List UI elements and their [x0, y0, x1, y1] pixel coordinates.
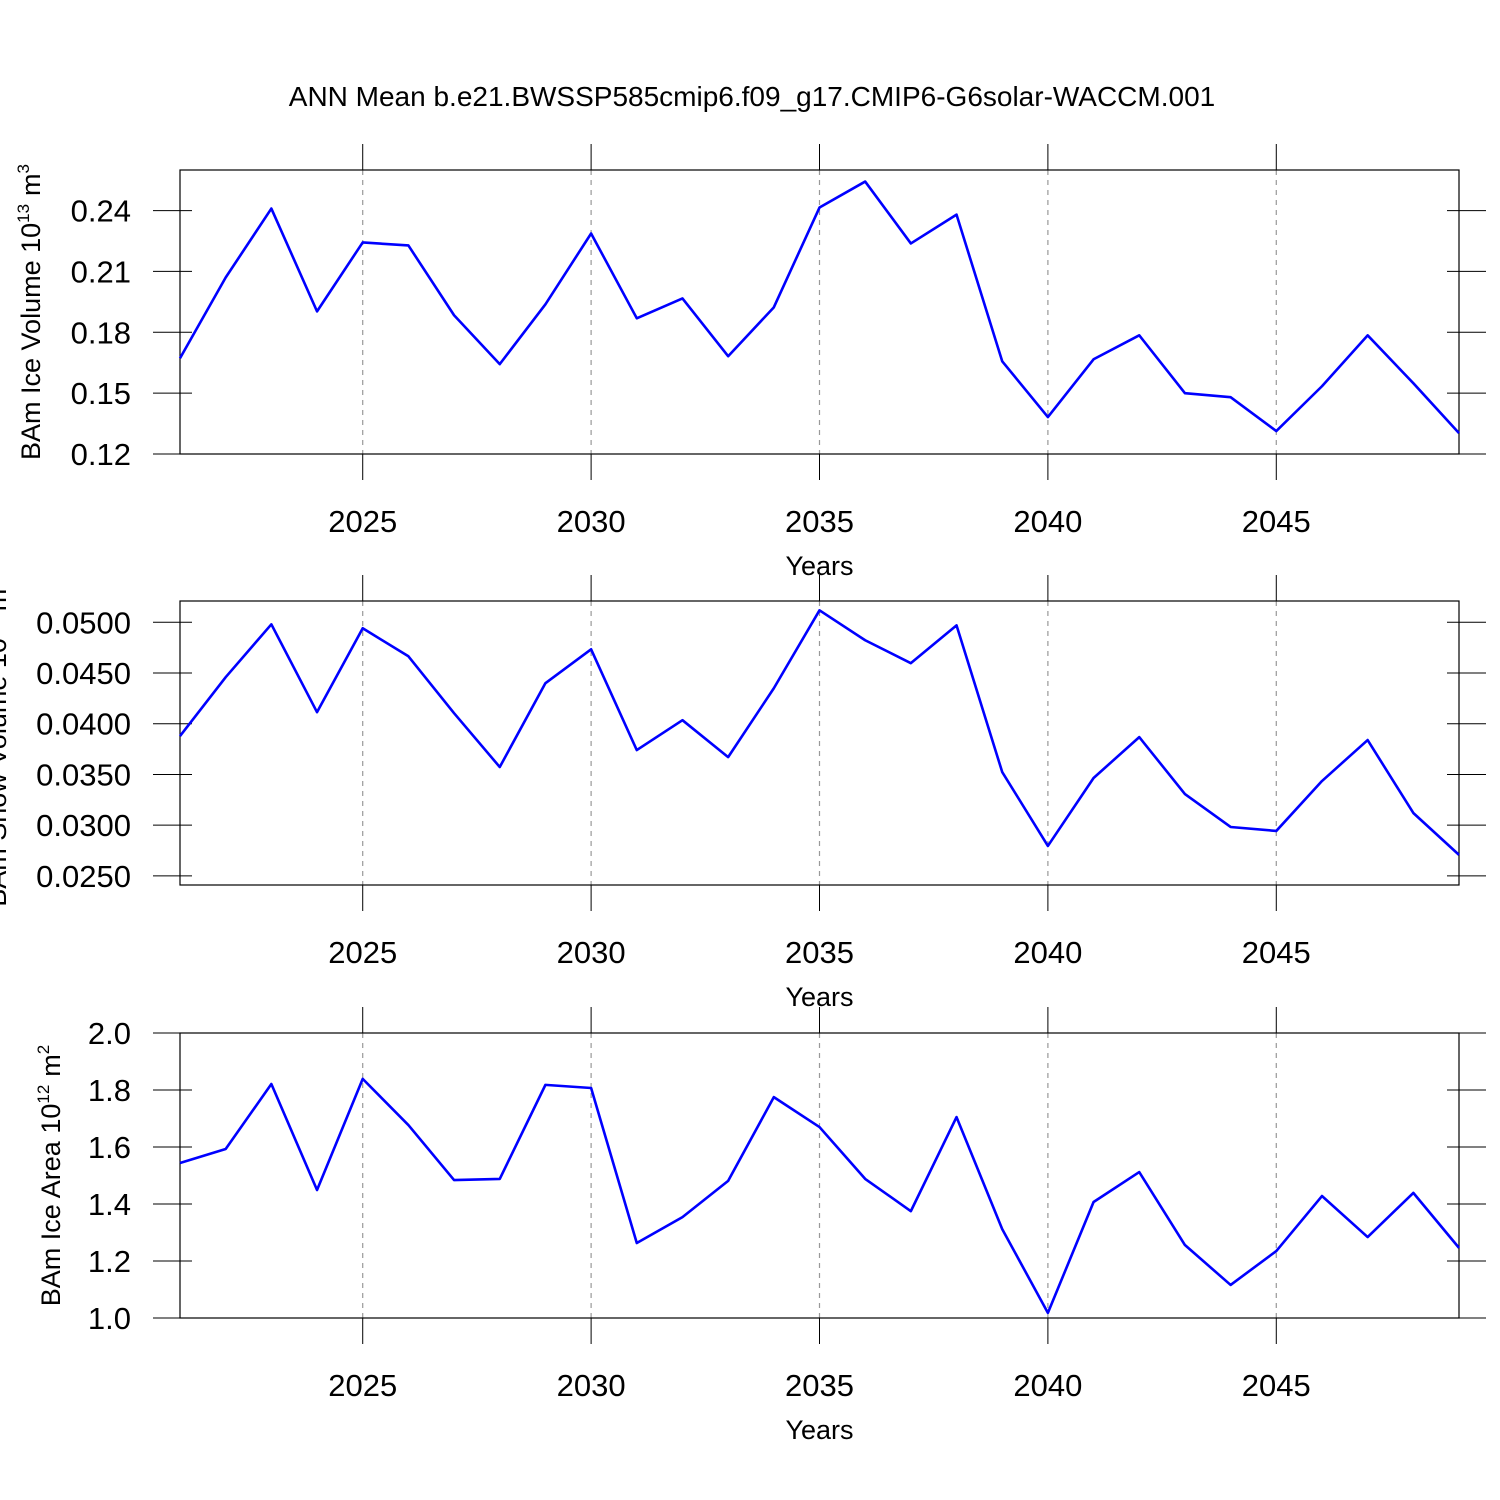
y-tick-label: 0.24 — [71, 194, 131, 229]
x-tick-label: 2040 — [1013, 504, 1082, 539]
plot-frame — [179, 600, 1460, 886]
y-tick-label: 0.0500 — [36, 605, 131, 640]
y-tick-label: 1.6 — [88, 1130, 131, 1165]
y-label-unit: m — [36, 1054, 66, 1077]
y-tick-label: 1.2 — [88, 1244, 131, 1279]
x-tick-label: 2045 — [1242, 1368, 1311, 1403]
y-label-unit: m — [16, 173, 46, 196]
y-tick-label: 1.0 — [88, 1301, 131, 1336]
x-tick-label: 2035 — [785, 504, 854, 539]
y-tick-label: 0.0450 — [36, 656, 131, 691]
y-label-unit-power: 2 — [34, 1045, 53, 1054]
data-line — [178, 609, 1460, 856]
y-tick-label: 0.21 — [71, 254, 131, 289]
y-axis-label: BAm Ice Area 1012 m2 — [34, 1045, 66, 1307]
y-tick-label: 0.0250 — [36, 859, 131, 894]
y-label-text: BAm Ice Area 10 — [36, 1104, 66, 1307]
x-tick-label: 2030 — [557, 1368, 626, 1403]
y-label-text: BAm Snow Volume 10 — [0, 638, 12, 907]
x-tick-label: 2030 — [557, 935, 626, 970]
x-tick-label: 2025 — [328, 1368, 397, 1403]
y-tick-label: 0.0350 — [36, 757, 131, 792]
x-tick-label: 2035 — [785, 1368, 854, 1403]
data-line — [178, 180, 1460, 434]
x-tick-label: 2045 — [1242, 504, 1311, 539]
y-tick-label: 1.8 — [88, 1073, 131, 1108]
y-tick-label: 1.4 — [88, 1187, 131, 1222]
y-tick-label: 0.0300 — [36, 808, 131, 843]
y-tick-label: 0.15 — [71, 376, 131, 411]
x-axis-label: Years — [785, 1415, 853, 1445]
x-tick-label: 2035 — [785, 935, 854, 970]
y-label-unit-power: 3 — [14, 164, 33, 173]
x-tick-label: 2040 — [1013, 1368, 1082, 1403]
y-label-unit: m — [0, 589, 12, 612]
y-label-text: BAm Ice Volume 10 — [16, 223, 46, 460]
plot-frame — [179, 1032, 1460, 1319]
y-tick-label: 2.0 — [88, 1016, 131, 1051]
x-tick-label: 2045 — [1242, 935, 1311, 970]
y-label-power: 13 — [14, 204, 33, 223]
y-tick-label: 0.0400 — [36, 707, 131, 742]
x-tick-label: 2025 — [328, 504, 397, 539]
y-label-power: 12 — [34, 1085, 53, 1104]
y-tick-label: 0.12 — [71, 437, 131, 472]
y-tick-label: 0.18 — [71, 315, 131, 350]
x-tick-label: 2040 — [1013, 935, 1082, 970]
plot-frame — [179, 169, 1460, 455]
x-tick-label: 2025 — [328, 935, 397, 970]
figure-title: ANN Mean b.e21.BWSSP585cmip6.f09_g17.CMI… — [289, 81, 1215, 112]
y-axis-label: BAm Snow Volume 1013m3 — [0, 579, 12, 907]
x-tick-label: 2030 — [557, 504, 626, 539]
y-axis-label: BAm Ice Volume 1013 m3 — [14, 164, 46, 460]
data-line — [179, 1077, 1461, 1315]
